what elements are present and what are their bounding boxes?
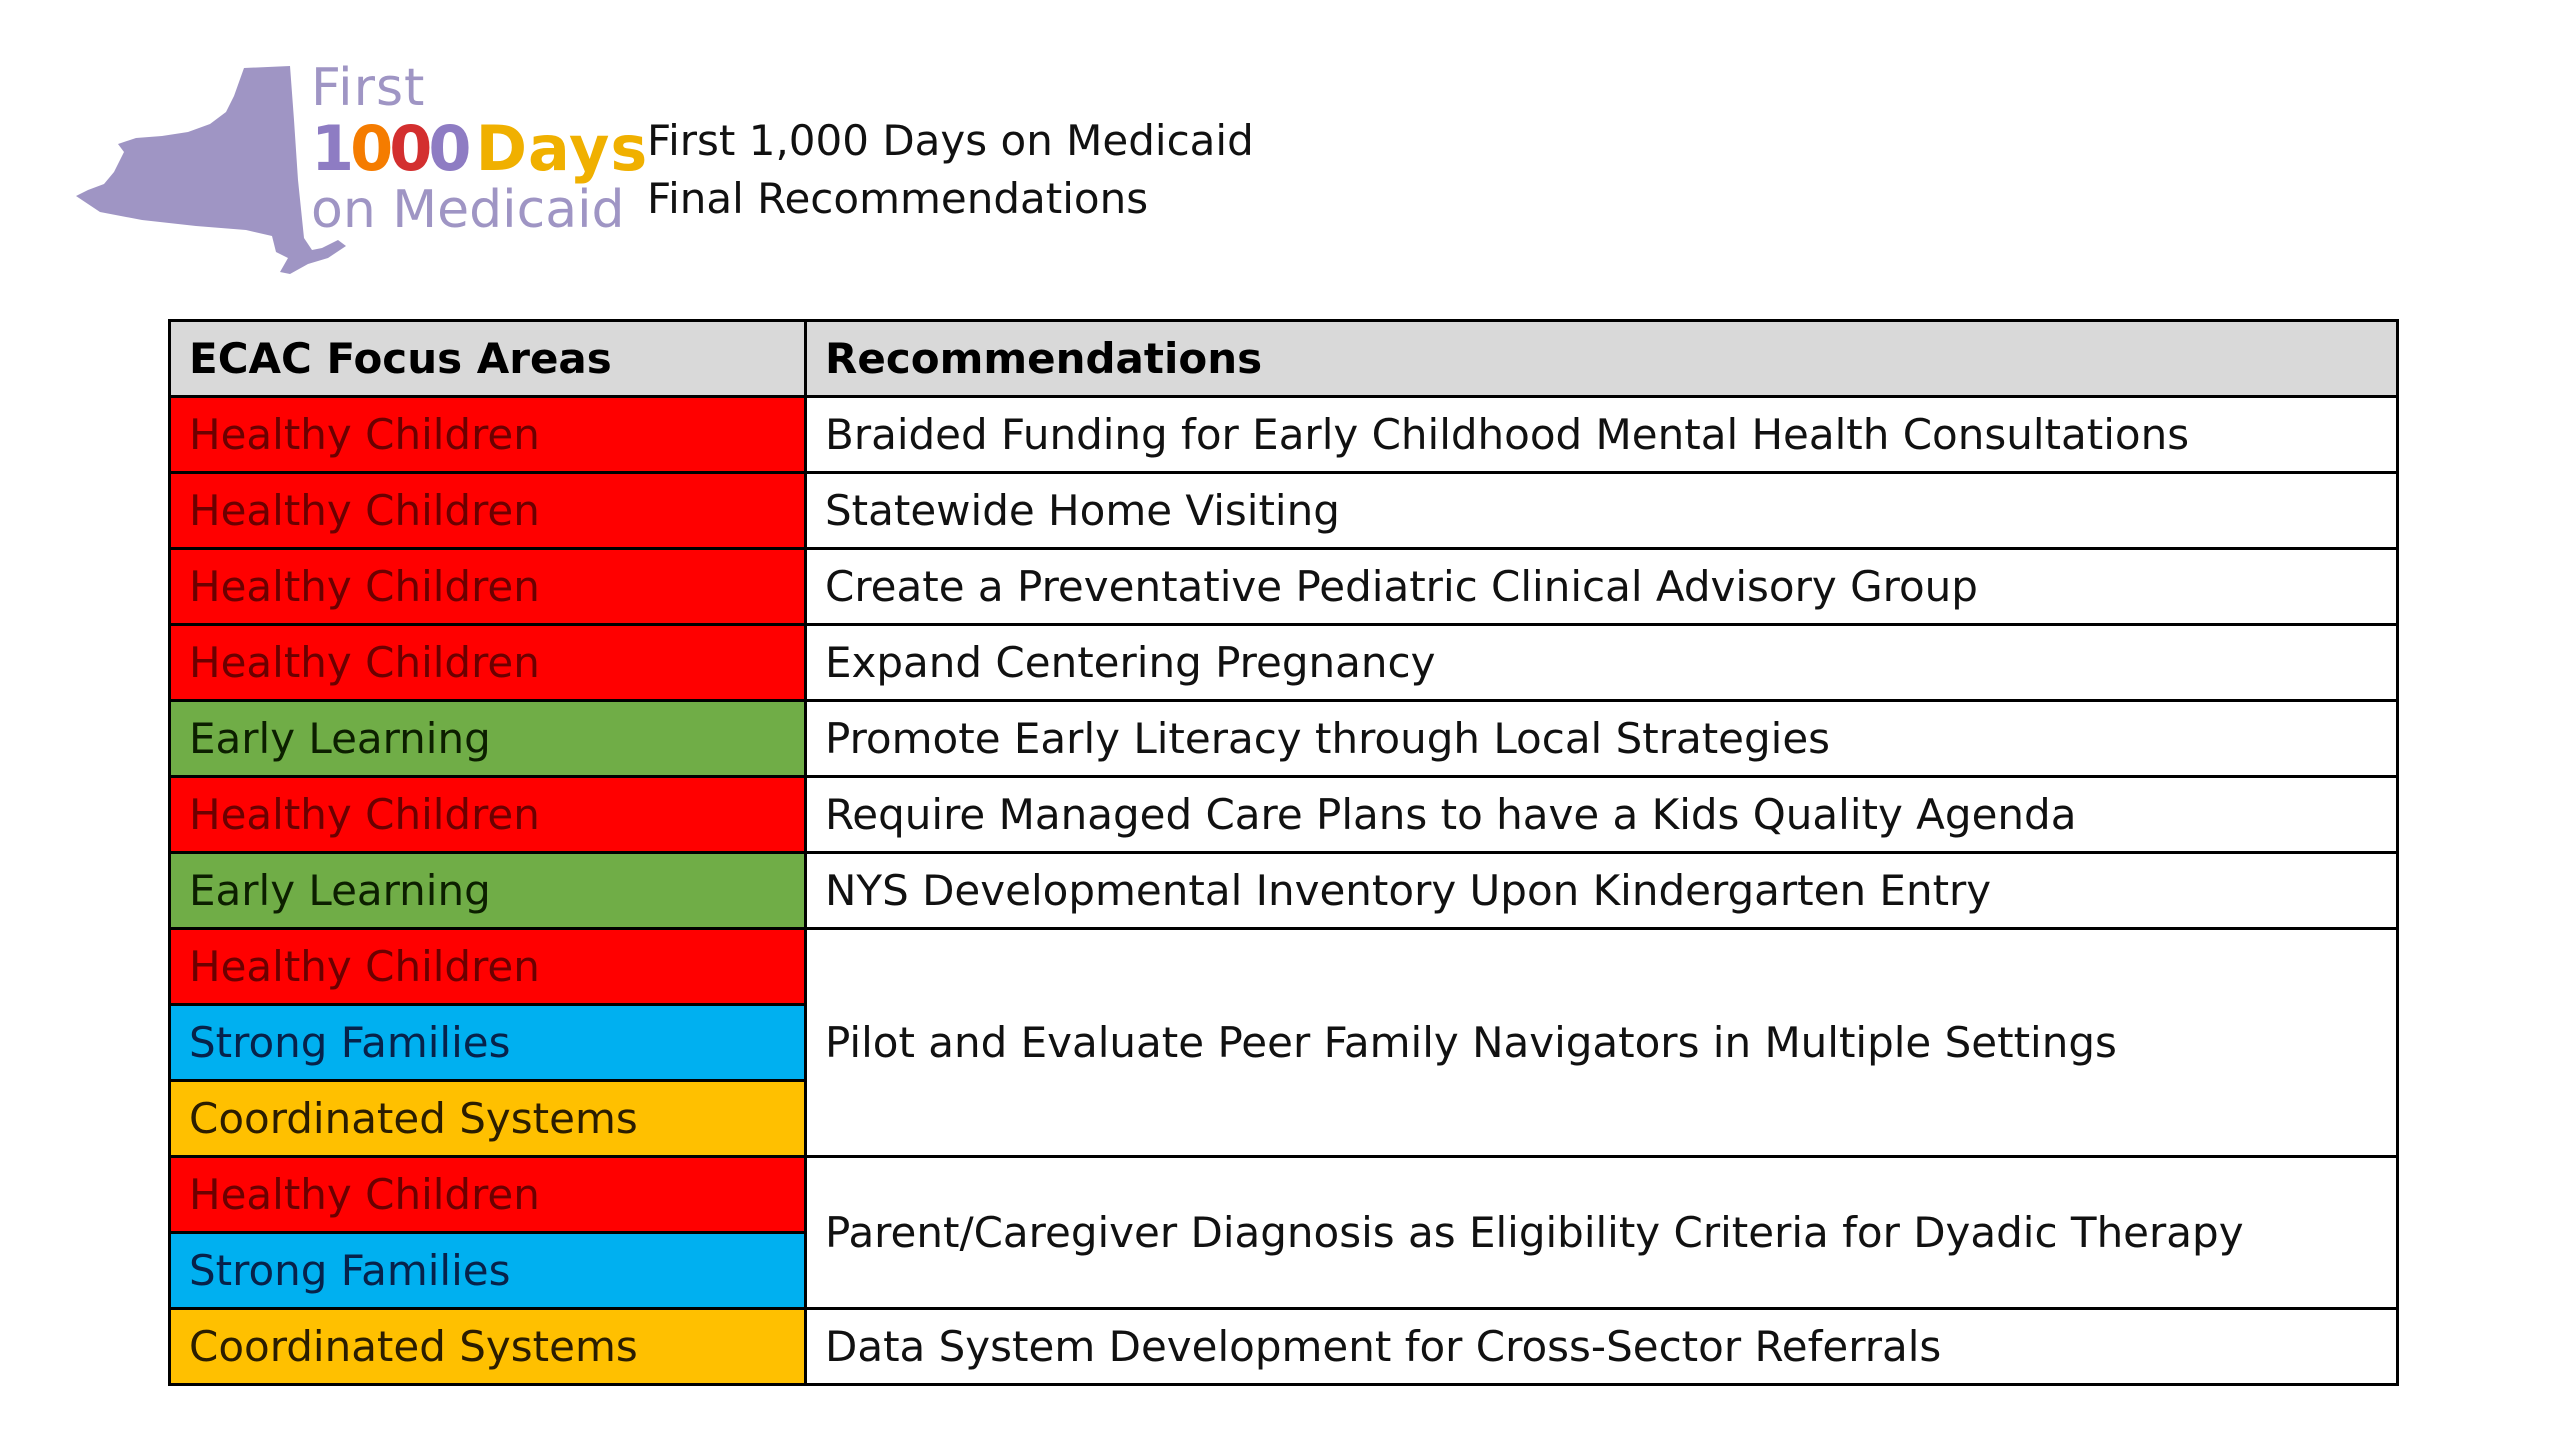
recommendation-cell: Data System Development for Cross-Sector… xyxy=(804,1307,2399,1386)
logo-on-medicaid-text: on Medicaid xyxy=(311,180,625,240)
table-row: Healthy Children Braided Funding for Earl… xyxy=(168,395,2399,474)
table-row: Healthy Children Create a Preventative Pe… xyxy=(168,547,2399,626)
logo-1000-days: 1000 Days xyxy=(311,118,648,180)
recommendation-cell: Parent/Caregiver Diagnosis as Eligibilit… xyxy=(804,1155,2399,1310)
table-row: Coordinated Systems xyxy=(168,1079,2398,1158)
table-row: Healthy Children Parent/Caregiver Diagnos… xyxy=(168,1155,2399,1310)
focus-area-cell: Coordinated Systems xyxy=(168,1079,807,1158)
recommendation-cell: NYS Developmental Inventory Upon Kinderg… xyxy=(804,851,2399,930)
focus-area-cell: Healthy Children xyxy=(168,547,807,626)
recommendations-table: ECAC Focus Areas Recommendations Healthy… xyxy=(168,319,2399,1386)
table-row: Healthy Children Pilot and Evaluate Peer … xyxy=(168,927,2399,1158)
table-row: Healthy Children Statewide Home Visiting xyxy=(168,471,2399,550)
focus-area-cell: Strong Families xyxy=(168,1003,807,1082)
focus-area-cell: Healthy Children xyxy=(168,623,807,702)
logo-zero-2: 0 xyxy=(389,112,432,185)
focus-area-cell: Early Learning xyxy=(168,851,807,930)
logo-digit-one: 1 xyxy=(311,112,354,185)
focus-area-cell: Healthy Children xyxy=(168,1155,807,1234)
column-header-focus-areas: ECAC Focus Areas xyxy=(168,319,807,398)
logo-wordmark: First 1000 Days on Medicaid xyxy=(311,62,648,236)
recommendation-cell: Statewide Home Visiting xyxy=(804,471,2399,550)
focus-area-cell: Coordinated Systems xyxy=(168,1307,807,1386)
logo-zero-1: 0 xyxy=(350,112,393,185)
focus-area-cell: Strong Families xyxy=(168,1231,807,1310)
first-1000-days-logo: First 1000 Days on Medicaid xyxy=(76,60,647,280)
table-row: Strong Families xyxy=(168,1231,2398,1310)
table-body: Healthy Children Braided Funding for Earl… xyxy=(168,395,2399,1386)
focus-area-cell: Healthy Children xyxy=(168,471,807,550)
table-row: Early Learning Promote Early Literacy thr… xyxy=(168,699,2399,778)
recommendation-cell: Expand Centering Pregnancy xyxy=(804,623,2399,702)
document-subtitle: Final Recommendations xyxy=(647,174,1149,223)
logo-zero-3: 0 xyxy=(428,112,471,185)
table-row: Healthy Children Require Managed Care Pla… xyxy=(168,775,2399,854)
new-york-state-icon xyxy=(76,66,346,274)
focus-area-cell: Healthy Children xyxy=(168,927,807,1006)
table-row: Healthy Children Expand Centering Pregnan… xyxy=(168,623,2399,702)
recommendation-cell: Promote Early Literacy through Local Str… xyxy=(804,699,2399,778)
table-row: Early Learning NYS Developmental Inventor… xyxy=(168,851,2399,930)
focus-area-cell: Healthy Children xyxy=(168,395,807,474)
recommendation-cell: Require Managed Care Plans to have a Kid… xyxy=(804,775,2399,854)
document-title: First 1,000 Days on Medicaid xyxy=(647,116,1254,165)
document-title-block: First 1,000 Days on Medicaid Final Recom… xyxy=(647,112,1254,228)
recommendation-cell: Create a Preventative Pediatric Clinical… xyxy=(804,547,2399,626)
table-row: Coordinated Systems Data System Developme… xyxy=(168,1307,2399,1386)
recommendation-cell: Braided Funding for Early Childhood Ment… xyxy=(804,395,2399,474)
focus-area-cell: Healthy Children xyxy=(168,775,807,854)
column-header-recommendations: Recommendations xyxy=(804,319,2399,398)
focus-area-cell: Early Learning xyxy=(168,699,807,778)
logo-days-text: Days xyxy=(475,112,649,185)
table-row: Strong Families xyxy=(168,1003,2398,1082)
logo-first-text: First xyxy=(311,58,426,118)
table-header-row: ECAC Focus Areas Recommendations xyxy=(168,319,2399,398)
recommendation-cell: Pilot and Evaluate Peer Family Navigator… xyxy=(804,927,2399,1158)
